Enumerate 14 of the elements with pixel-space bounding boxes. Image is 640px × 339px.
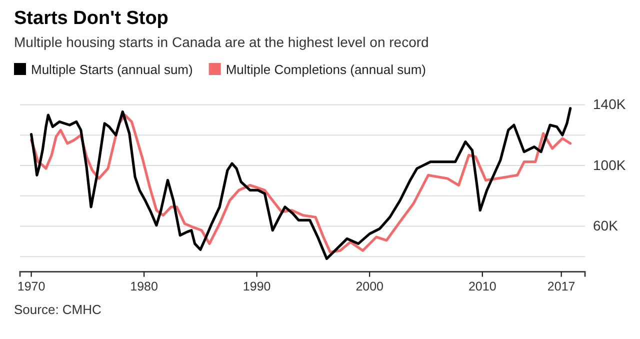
chart-title: Starts Don't Stop (14, 8, 168, 29)
x-tick-label: 2010 (468, 280, 496, 294)
x-tick-label: 1970 (17, 280, 46, 294)
x-tick-label: 2000 (356, 280, 384, 294)
legend-label: Multiple Starts (annual sum) (31, 62, 193, 77)
source-note: Source: CMHC (14, 302, 102, 317)
y-tick-label: 100K (593, 156, 626, 173)
x-tick-label: 1980 (130, 280, 158, 294)
y-tick-label: 60K (593, 218, 619, 234)
y-tick-label: 140K (593, 96, 626, 112)
legend-label: Multiple Completions (annual sum) (226, 62, 426, 77)
x-tick-label: 2017 (547, 280, 576, 294)
x-tick-label: 1990 (242, 280, 271, 294)
chart-subtitle: Multiple housing starts in Canada are at the highest level on record (14, 34, 429, 50)
